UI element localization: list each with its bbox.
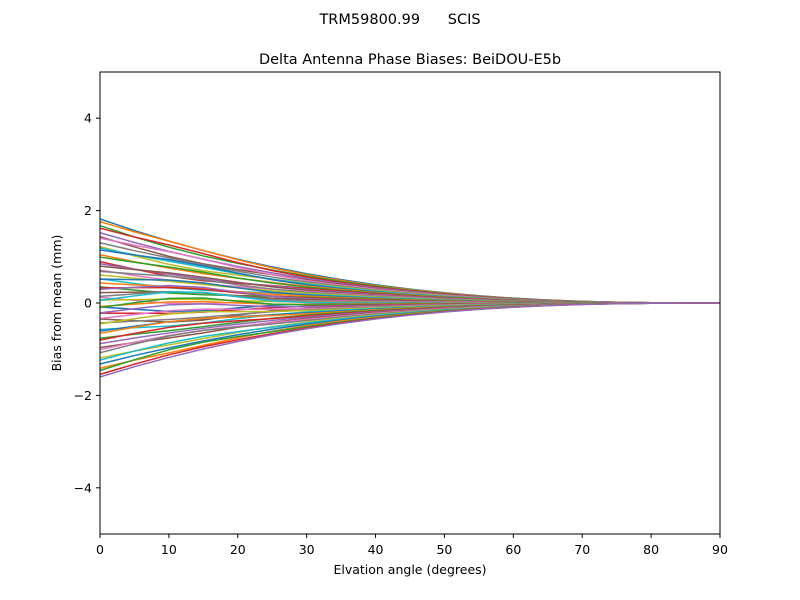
x-axis-ticks: 0 10 20 30 40 50 60 70 80 90 <box>96 534 728 557</box>
x-tick-label: 20 <box>230 542 246 557</box>
x-axis-label: Elvation angle (degrees) <box>333 562 486 577</box>
plot-frame <box>99 71 721 535</box>
y-axis-ticks: −4 −2 0 2 4 <box>74 111 100 495</box>
y-tick-label: −4 <box>74 480 92 495</box>
y-tick-label: 2 <box>84 203 92 218</box>
x-tick-label: 10 <box>161 542 177 557</box>
x-tick-label: 60 <box>505 542 521 557</box>
x-tick-label: 0 <box>96 542 104 557</box>
chart-title: Delta Antenna Phase Biases: BeiDOU-E5b <box>259 52 561 68</box>
x-tick-label: 90 <box>712 542 728 557</box>
x-tick-label: 30 <box>299 542 315 557</box>
x-tick-label: 80 <box>643 542 659 557</box>
series-line <box>99 302 721 378</box>
x-tick-label: 40 <box>368 542 384 557</box>
series-line <box>99 302 721 332</box>
y-axis-label: Bias from mean (mm) <box>49 235 64 372</box>
plot-lines <box>99 218 721 378</box>
x-tick-label: 50 <box>436 542 452 557</box>
y-tick-label: 4 <box>84 111 92 126</box>
y-tick-label: 0 <box>84 296 92 311</box>
x-tick-label: 70 <box>574 542 590 557</box>
chart-suptitle: TRM59800.99 SCIS <box>318 12 480 28</box>
y-tick-label: −2 <box>74 388 92 403</box>
